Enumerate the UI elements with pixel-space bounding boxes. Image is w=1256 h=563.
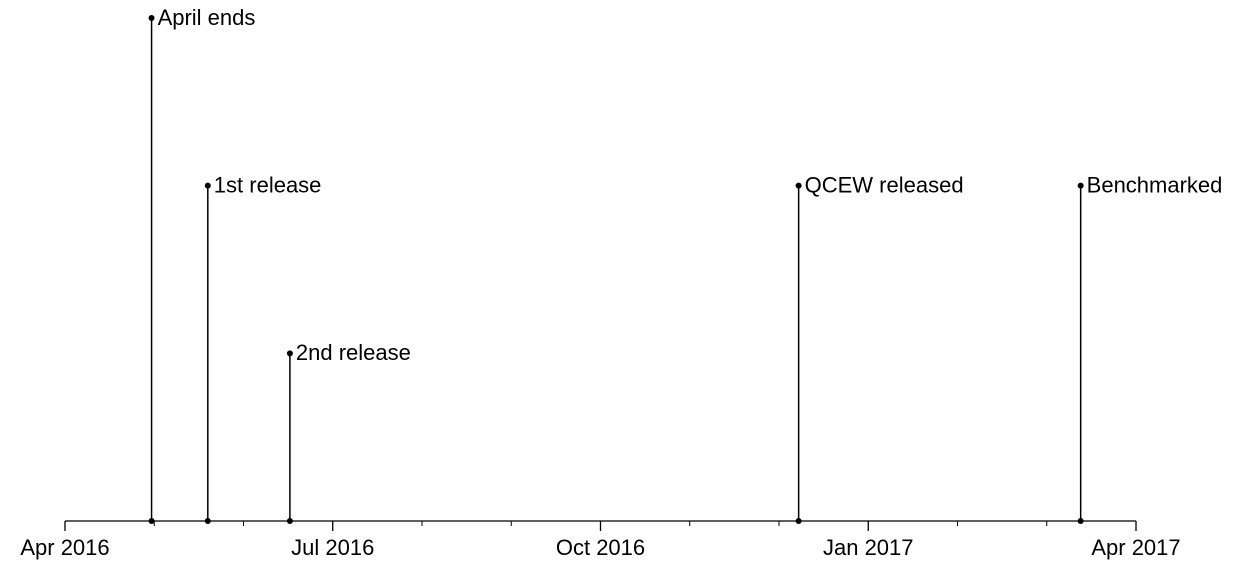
event-dot [148,15,155,21]
event-base-dot [1077,518,1084,524]
event-dot [204,182,211,189]
x-tick-label: Apr 2016 [20,535,109,560]
event-label: 2nd release [296,340,411,365]
event-base-dot [795,518,802,524]
event-label: 1st release [214,172,322,197]
event-dot [286,350,293,357]
x-tick-label: Apr 2017 [1091,535,1180,560]
event-dot [795,182,802,189]
event-label: QCEW released [805,172,964,197]
event-dot [1077,182,1084,189]
event-label: Benchmarked [1087,172,1223,197]
event-label: April ends [158,5,256,30]
x-tick-label: Jul 2016 [291,535,374,560]
event-base-dot [204,518,211,524]
x-tick-label: Oct 2016 [556,535,645,560]
event-base-dot [148,518,155,524]
event-base-dot [286,518,293,524]
x-tick-label: Jan 2017 [823,535,914,560]
